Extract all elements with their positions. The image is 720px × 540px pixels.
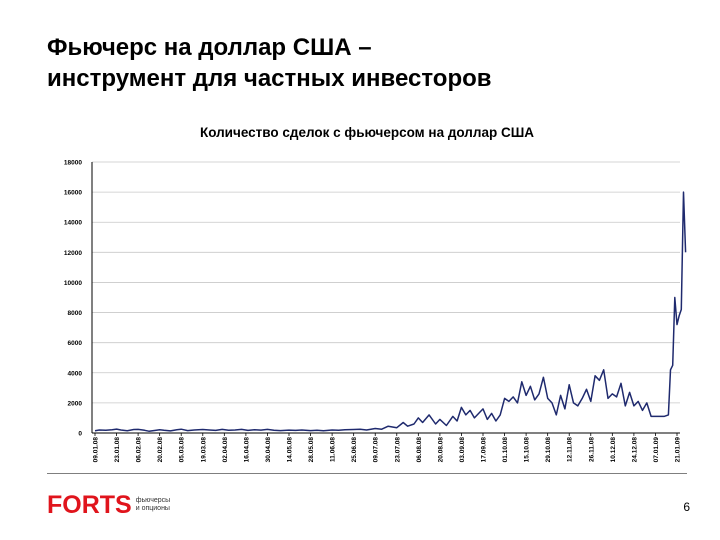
x-tick-label: 17.09.08 <box>481 437 488 463</box>
x-tick-label: 24.12.08 <box>631 437 638 463</box>
logo-subtitle-line-1: фьючерсы <box>135 497 171 504</box>
y-tick-label: 18000 <box>64 160 82 167</box>
series-line-0 <box>94 191 687 432</box>
y-tick-label: 0 <box>78 431 82 438</box>
y-tick-label: 14000 <box>64 220 82 227</box>
x-tick-label: 07.01.09 <box>653 437 660 463</box>
x-tick-label: 19.03.08 <box>200 437 207 463</box>
x-tick-label: 20.08.08 <box>437 437 444 463</box>
x-tick-label: 25.06.08 <box>351 437 358 463</box>
x-tick-label: 23.01.08 <box>114 437 121 463</box>
line-chart: Количество сделок с фьючерсом на доллар … <box>64 125 687 463</box>
x-tick-label: 20.02.08 <box>157 437 164 463</box>
forts-logo: FORTS фьючерсы и опционы <box>47 490 170 520</box>
x-tick-label: 11.06.08 <box>330 437 337 462</box>
x-tick-label: 16.04.08 <box>243 437 250 463</box>
page-number: 6 <box>683 500 690 514</box>
y-axis: 0 2000 4000 6000 8000 10000 12000 14000 16000 180… <box>64 160 93 438</box>
y-tick-label: 16000 <box>64 190 82 197</box>
x-tick-label: 23.07.08 <box>394 437 401 463</box>
x-tick-label: 10.12.08 <box>610 437 617 463</box>
grid-layer <box>92 161 680 404</box>
y-tick-label: 4000 <box>68 370 83 377</box>
x-tick-label: 02.04.08 <box>222 437 229 463</box>
title-line-2: инструмент для частных инвесторов <box>47 65 492 92</box>
x-tick-label: 29.10.08 <box>545 437 552 463</box>
y-tick-label: 12000 <box>64 250 82 257</box>
footer-divider <box>47 473 687 474</box>
series-layer <box>94 191 687 432</box>
y-tick-label: 6000 <box>68 340 83 347</box>
x-tick-label: 14.05.08 <box>287 437 294 463</box>
x-tick-label: 06.08.08 <box>416 437 423 463</box>
x-tick-label: 03.09.08 <box>459 437 466 463</box>
logo-subtitle: фьючерсы и опционы <box>136 497 170 513</box>
x-tick-label: 01.10.08 <box>502 437 509 463</box>
x-tick-label: 21.01.09 <box>675 437 682 463</box>
title-line-1: Фьючерс на доллар США – <box>47 34 372 61</box>
chart-title: Количество сделок с фьючерсом на доллар … <box>200 125 534 140</box>
x-tick-label: 05.03.08 <box>179 437 186 463</box>
x-tick-label: 30.04.08 <box>265 437 272 463</box>
y-tick-label: 8000 <box>68 310 83 317</box>
page-title: Фьючерс на доллар США – инструмент для ч… <box>47 32 687 94</box>
y-tick-label: 10000 <box>64 280 82 287</box>
y-tick-label: 2000 <box>68 400 83 407</box>
x-tick-label: 09.07.08 <box>373 437 380 463</box>
x-tick-label: 15.10.08 <box>524 437 531 463</box>
x-tick-label: 26.11.08 <box>588 437 595 462</box>
x-tick-label: 06.02.08 <box>136 437 143 463</box>
logo-wordmark: FORTS <box>47 491 132 519</box>
x-tick-label: 12.11.08 <box>567 437 574 462</box>
x-tick-label: 09.01.08 <box>93 437 100 463</box>
x-axis: 09.01.08 23.01.08 06.02.08 20.02.08 05.03.08… <box>92 432 682 463</box>
x-tick-label: 28.05.08 <box>308 437 315 463</box>
logo-subtitle-line-2: и опционы <box>135 505 170 512</box>
